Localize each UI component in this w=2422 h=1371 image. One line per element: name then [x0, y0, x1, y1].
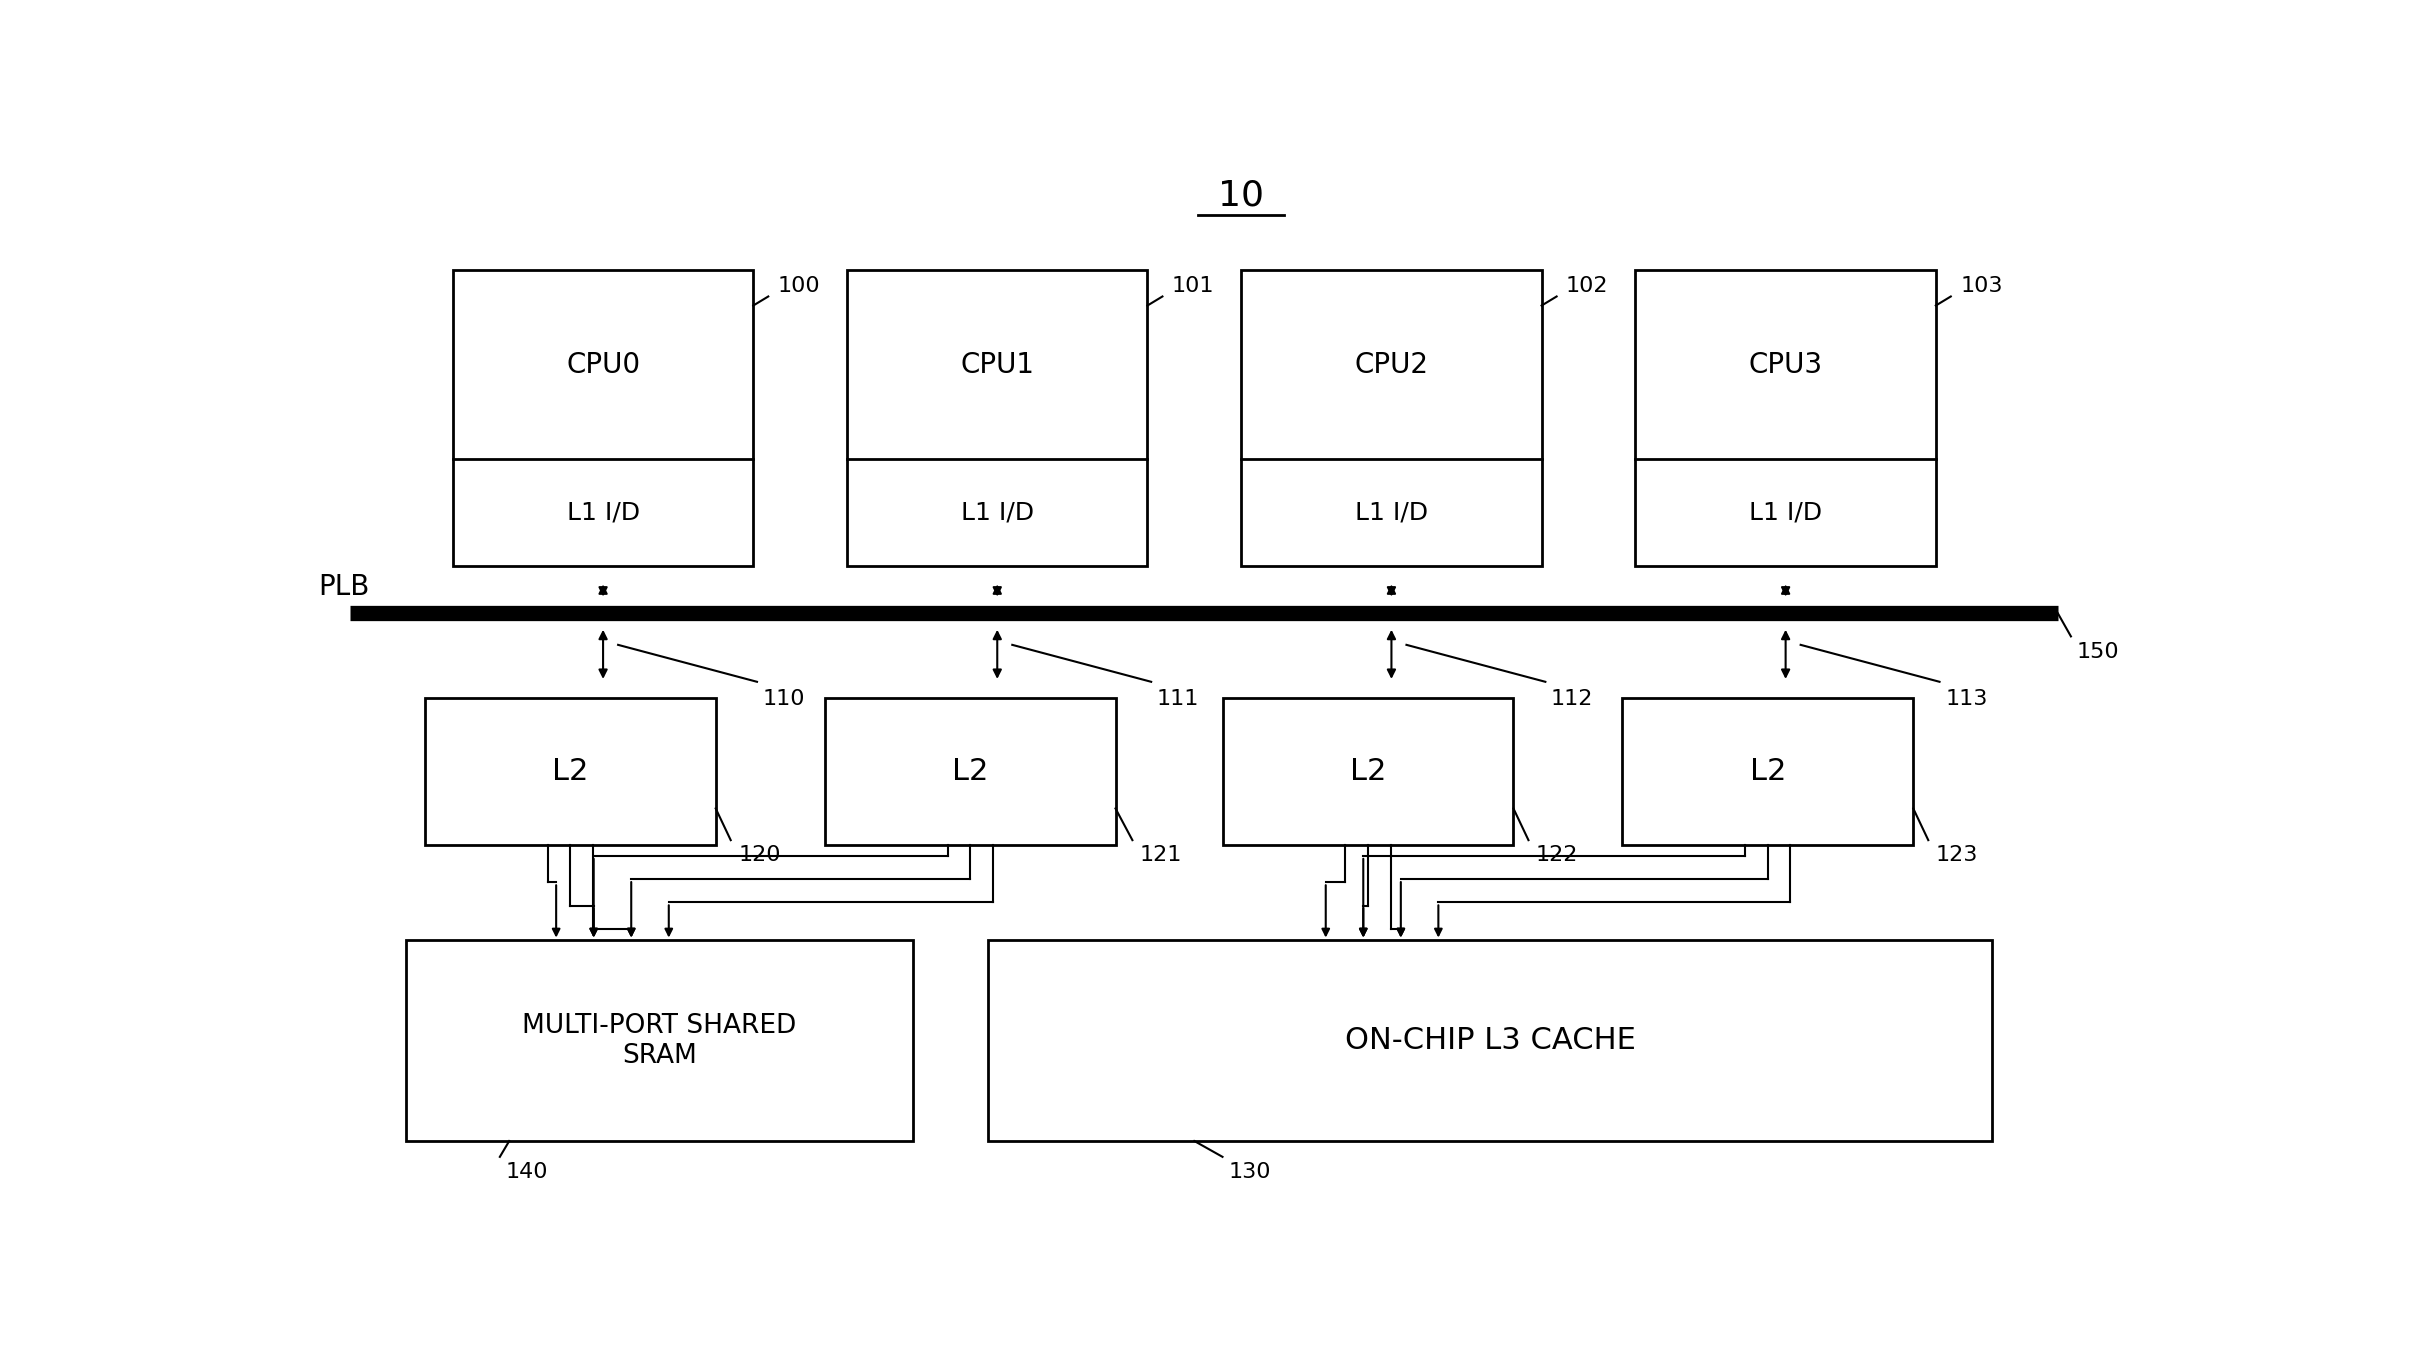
Text: 102: 102 — [1567, 277, 1608, 296]
Text: L1 I/D: L1 I/D — [1354, 500, 1429, 525]
Text: CPU1: CPU1 — [959, 351, 1034, 378]
Text: 123: 123 — [1935, 846, 1979, 865]
Text: 120: 120 — [739, 846, 780, 865]
Bar — [407, 941, 913, 1141]
Text: 140: 140 — [506, 1163, 547, 1182]
Text: CPU3: CPU3 — [1749, 351, 1824, 378]
Text: CPU2: CPU2 — [1354, 351, 1429, 378]
Bar — [1635, 270, 1935, 566]
Text: 150: 150 — [2076, 642, 2119, 662]
Bar — [988, 941, 1993, 1141]
Bar — [1242, 270, 1540, 566]
Bar — [424, 698, 717, 846]
Text: 130: 130 — [1228, 1163, 1272, 1182]
Text: 10: 10 — [1218, 178, 1264, 213]
Text: L2: L2 — [1349, 757, 1385, 786]
Bar — [848, 270, 1148, 566]
Text: 122: 122 — [1536, 846, 1579, 865]
Text: 100: 100 — [777, 277, 821, 296]
Text: MULTI-PORT SHARED
SRAM: MULTI-PORT SHARED SRAM — [523, 1013, 797, 1069]
Text: 101: 101 — [1172, 277, 1213, 296]
Text: 111: 111 — [1158, 690, 1199, 709]
Text: 121: 121 — [1141, 846, 1182, 865]
Text: L2: L2 — [1749, 757, 1785, 786]
Bar — [1623, 698, 1913, 846]
Text: L2: L2 — [552, 757, 589, 786]
Bar — [453, 270, 753, 566]
Text: 103: 103 — [1959, 277, 2003, 296]
Text: ON-CHIP L3 CACHE: ON-CHIP L3 CACHE — [1344, 1027, 1635, 1056]
Text: L1 I/D: L1 I/D — [962, 500, 1034, 525]
Text: L2: L2 — [952, 757, 988, 786]
Text: 112: 112 — [1550, 690, 1594, 709]
Text: L1 I/D: L1 I/D — [567, 500, 639, 525]
Bar — [823, 698, 1117, 846]
Text: L1 I/D: L1 I/D — [1749, 500, 1821, 525]
Text: 110: 110 — [763, 690, 804, 709]
Bar — [1223, 698, 1514, 846]
Text: 113: 113 — [1945, 690, 1988, 709]
Text: CPU0: CPU0 — [567, 351, 639, 378]
Text: PLB: PLB — [317, 573, 368, 600]
